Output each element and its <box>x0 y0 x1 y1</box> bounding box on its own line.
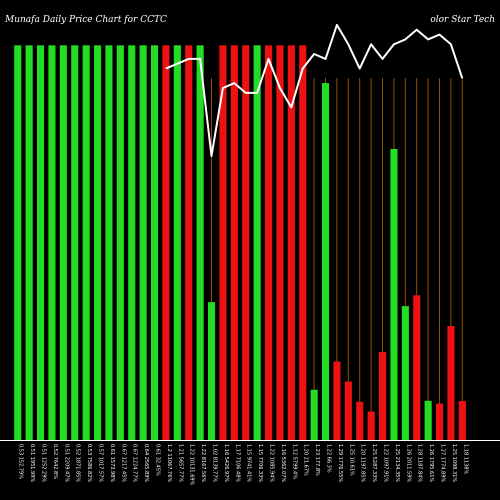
volume-bar <box>242 45 250 441</box>
x-tick-label: 1.16 5426.97% <box>223 444 229 482</box>
x-tick-label: 1.22 8167.56% <box>200 444 206 482</box>
volume-bar <box>265 45 273 441</box>
volume-bar <box>25 45 33 441</box>
x-tick-label: 1.25 5287.33% <box>371 444 377 482</box>
x-tick-label: 1.17 7106.48% <box>234 444 240 482</box>
volume-bar <box>37 45 45 441</box>
volume-bar <box>173 45 181 441</box>
volume-bar <box>162 45 170 441</box>
x-tick-label: 1.15 9741.41% <box>246 444 252 482</box>
volume-bar <box>116 45 124 441</box>
x-tick-label: 1.2 11067.76% <box>166 444 172 482</box>
x-tick-label: 0.52 1871.85% <box>75 444 81 482</box>
volume-bar <box>310 389 318 440</box>
x-tick-label: 0.67 1217.45% <box>120 444 126 482</box>
x-tick-label: 1.25 10.61% <box>348 444 354 476</box>
x-tick-label: 1.25 1098.31% <box>451 444 457 482</box>
volume-bar <box>14 45 22 441</box>
x-tick-label: 0.57 1017.57% <box>98 444 104 482</box>
x-tick-label: 1.02 8139.77% <box>212 444 218 482</box>
x-tick-label: 0.64 2565.89% <box>143 444 149 482</box>
volume-bar <box>71 45 79 441</box>
x-tick-label: 1.27 1774.89% <box>440 444 446 482</box>
volume-bar <box>253 45 261 441</box>
x-tick-label: 1.22 1097.91% <box>383 444 389 482</box>
x-tick-label: 1.22 10131.69% <box>189 444 195 486</box>
x-tick-label: 1.26 2011.59% <box>405 444 411 482</box>
volume-bar <box>82 45 90 441</box>
x-tick-label: 1.23 177.8% <box>314 444 320 476</box>
volume-bar <box>379 352 387 440</box>
x-tick-label: 0.51 1951.99% <box>29 444 35 482</box>
volume-bar <box>401 306 409 440</box>
price-line <box>165 23 464 157</box>
volume-bar <box>458 401 466 440</box>
chart-title-right: olor Star Tech <box>430 15 495 25</box>
volume-bar <box>367 411 375 440</box>
volume-bar <box>185 45 193 441</box>
x-tick-label: 0.53 152.79% <box>18 444 24 479</box>
volume-bar <box>424 400 432 440</box>
x-tick-label: 0.52 7642.8% <box>52 444 58 479</box>
x-tick-label: 1.18 1138% <box>462 444 468 474</box>
volume-bar <box>299 45 307 441</box>
x-tick-label: 1.26 1795.61% <box>428 444 434 482</box>
x-tick-label: 1.20 1197.85% <box>360 444 366 482</box>
volume-bar <box>59 45 67 441</box>
x-tick-label: 1.22 1085.94% <box>269 444 275 482</box>
x-tick-label: 0.51 2209.47% <box>63 444 69 482</box>
volume-bar <box>356 401 364 440</box>
x-tick-label: 1.12 5799.4% <box>291 444 297 479</box>
volume-bar <box>105 45 113 441</box>
x-tick-label: 0.61 32.45% <box>155 444 161 476</box>
x-tick-label: 0.51 1252.29% <box>41 444 47 482</box>
volume-bar <box>333 361 341 440</box>
volume-bar <box>390 149 398 440</box>
volume-bar <box>208 302 216 440</box>
x-tick-label: 1.22 66.3% <box>326 444 332 473</box>
volume-bar <box>94 45 102 441</box>
chart-title-left: Munafa Daily Price Chart for CCTC <box>5 15 167 25</box>
volume-bar <box>413 295 421 440</box>
x-tick-label: 0.67 1224.77% <box>132 444 138 482</box>
x-tick-label: 1.21 5657.77% <box>177 444 183 482</box>
x-tick-label: 1.20 21.67% <box>303 444 309 476</box>
volume-bar <box>276 45 284 441</box>
volume-bar <box>436 403 444 440</box>
volume-bar <box>151 45 159 441</box>
volume-bar <box>230 45 238 441</box>
volume-bar <box>322 83 330 440</box>
volume-bar <box>219 45 227 441</box>
x-tick-label: 0.53 7586.82% <box>86 444 92 482</box>
volume-bar <box>196 45 204 441</box>
x-tick-label: 1.28 1187.84% <box>417 444 423 482</box>
chart-title: Munafa Daily Price Chart for CCTC olor S… <box>0 13 500 27</box>
x-tick-label: 1.16 5362.07% <box>280 444 286 482</box>
volume-bar <box>139 45 147 441</box>
volume-bar <box>447 326 455 440</box>
volume-bar <box>344 381 352 440</box>
x-tick-label: 1.25 2134.35% <box>394 444 400 482</box>
volume-bar <box>287 45 295 441</box>
x-tick-label: 1.29 1776.55% <box>337 444 343 482</box>
volume-bar <box>48 45 56 441</box>
x-tick-label: 1.15 7706.33% <box>257 444 263 482</box>
volume-bar <box>128 45 136 441</box>
x-tick-label: 0.61 1573.98% <box>109 444 115 482</box>
